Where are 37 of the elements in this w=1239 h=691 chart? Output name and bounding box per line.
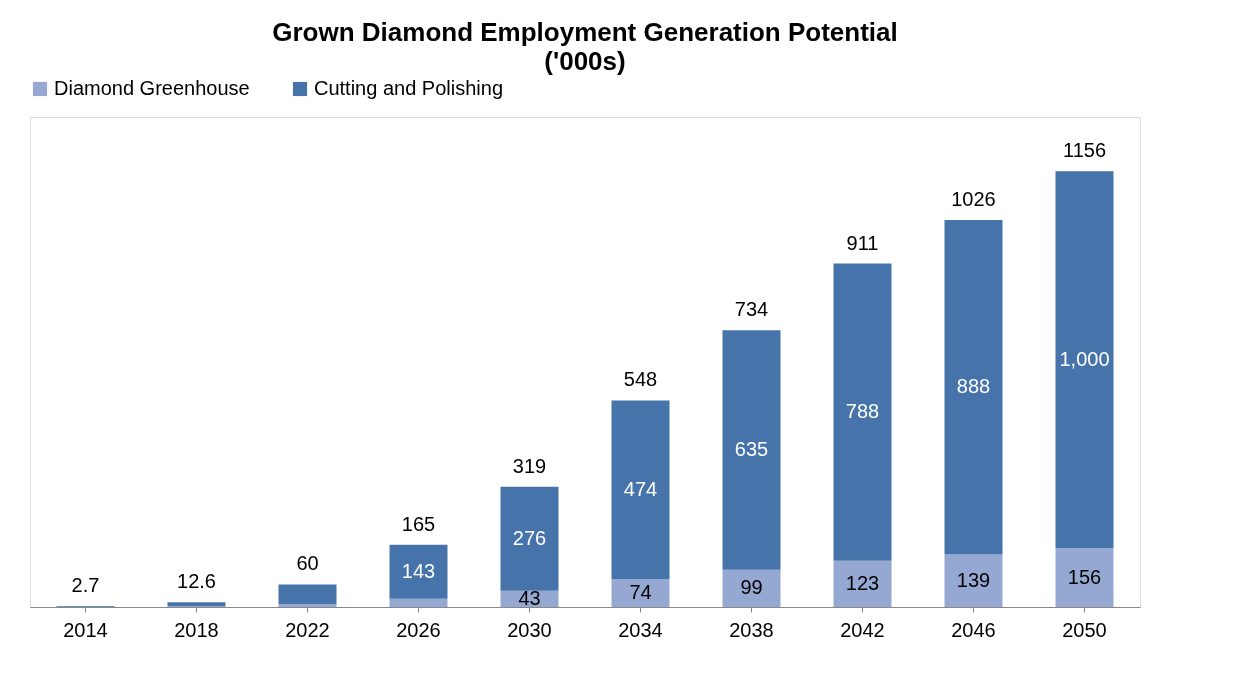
- data-label: 74: [629, 581, 652, 604]
- total-label: 911: [846, 231, 879, 254]
- total-label: 2.7: [71, 573, 100, 596]
- data-label: 474: [623, 477, 658, 500]
- total-label: 12.6: [177, 570, 216, 593]
- data-label: 156: [1067, 565, 1102, 588]
- total-label: 1026: [951, 187, 996, 210]
- x-tick-label: 2050: [1062, 618, 1107, 641]
- x-tick-label: 2030: [507, 618, 552, 641]
- total-label: 734: [734, 298, 769, 321]
- total-label: 548: [623, 368, 658, 391]
- data-label: 1,000: [1059, 347, 1110, 370]
- x-tick-label: 2014: [63, 618, 108, 641]
- data-label: 788: [845, 400, 880, 423]
- x-tick-label: 2022: [285, 618, 330, 641]
- chart-subtitle: ('000s): [544, 46, 626, 76]
- data-label: 123: [845, 571, 880, 594]
- data-label: 99: [740, 576, 763, 599]
- data-label: 43: [518, 586, 541, 609]
- data-label: 635: [734, 438, 769, 461]
- legend-label: Cutting and Polishing: [314, 77, 504, 99]
- x-tick-label: 2018: [174, 618, 219, 641]
- total-label: 319: [512, 454, 547, 477]
- x-tick-label: 2046: [951, 618, 996, 641]
- data-label: 888: [956, 375, 991, 398]
- x-tick-label: 2034: [618, 618, 663, 641]
- total-label: 60: [296, 552, 319, 575]
- x-tick-label: 2026: [396, 618, 441, 641]
- x-tick-label: 2038: [729, 618, 774, 641]
- data-label: 139: [956, 568, 991, 591]
- data-label: 143: [401, 559, 436, 582]
- total-label: 1156: [1062, 139, 1107, 162]
- x-tick-label: 2042: [840, 618, 885, 641]
- data-label: 276: [512, 526, 547, 549]
- chart-title: Grown Diamond Employment Generation Potential: [272, 17, 898, 47]
- legend-label: Diamond Greenhouse: [54, 77, 250, 99]
- total-label: 165: [401, 512, 436, 535]
